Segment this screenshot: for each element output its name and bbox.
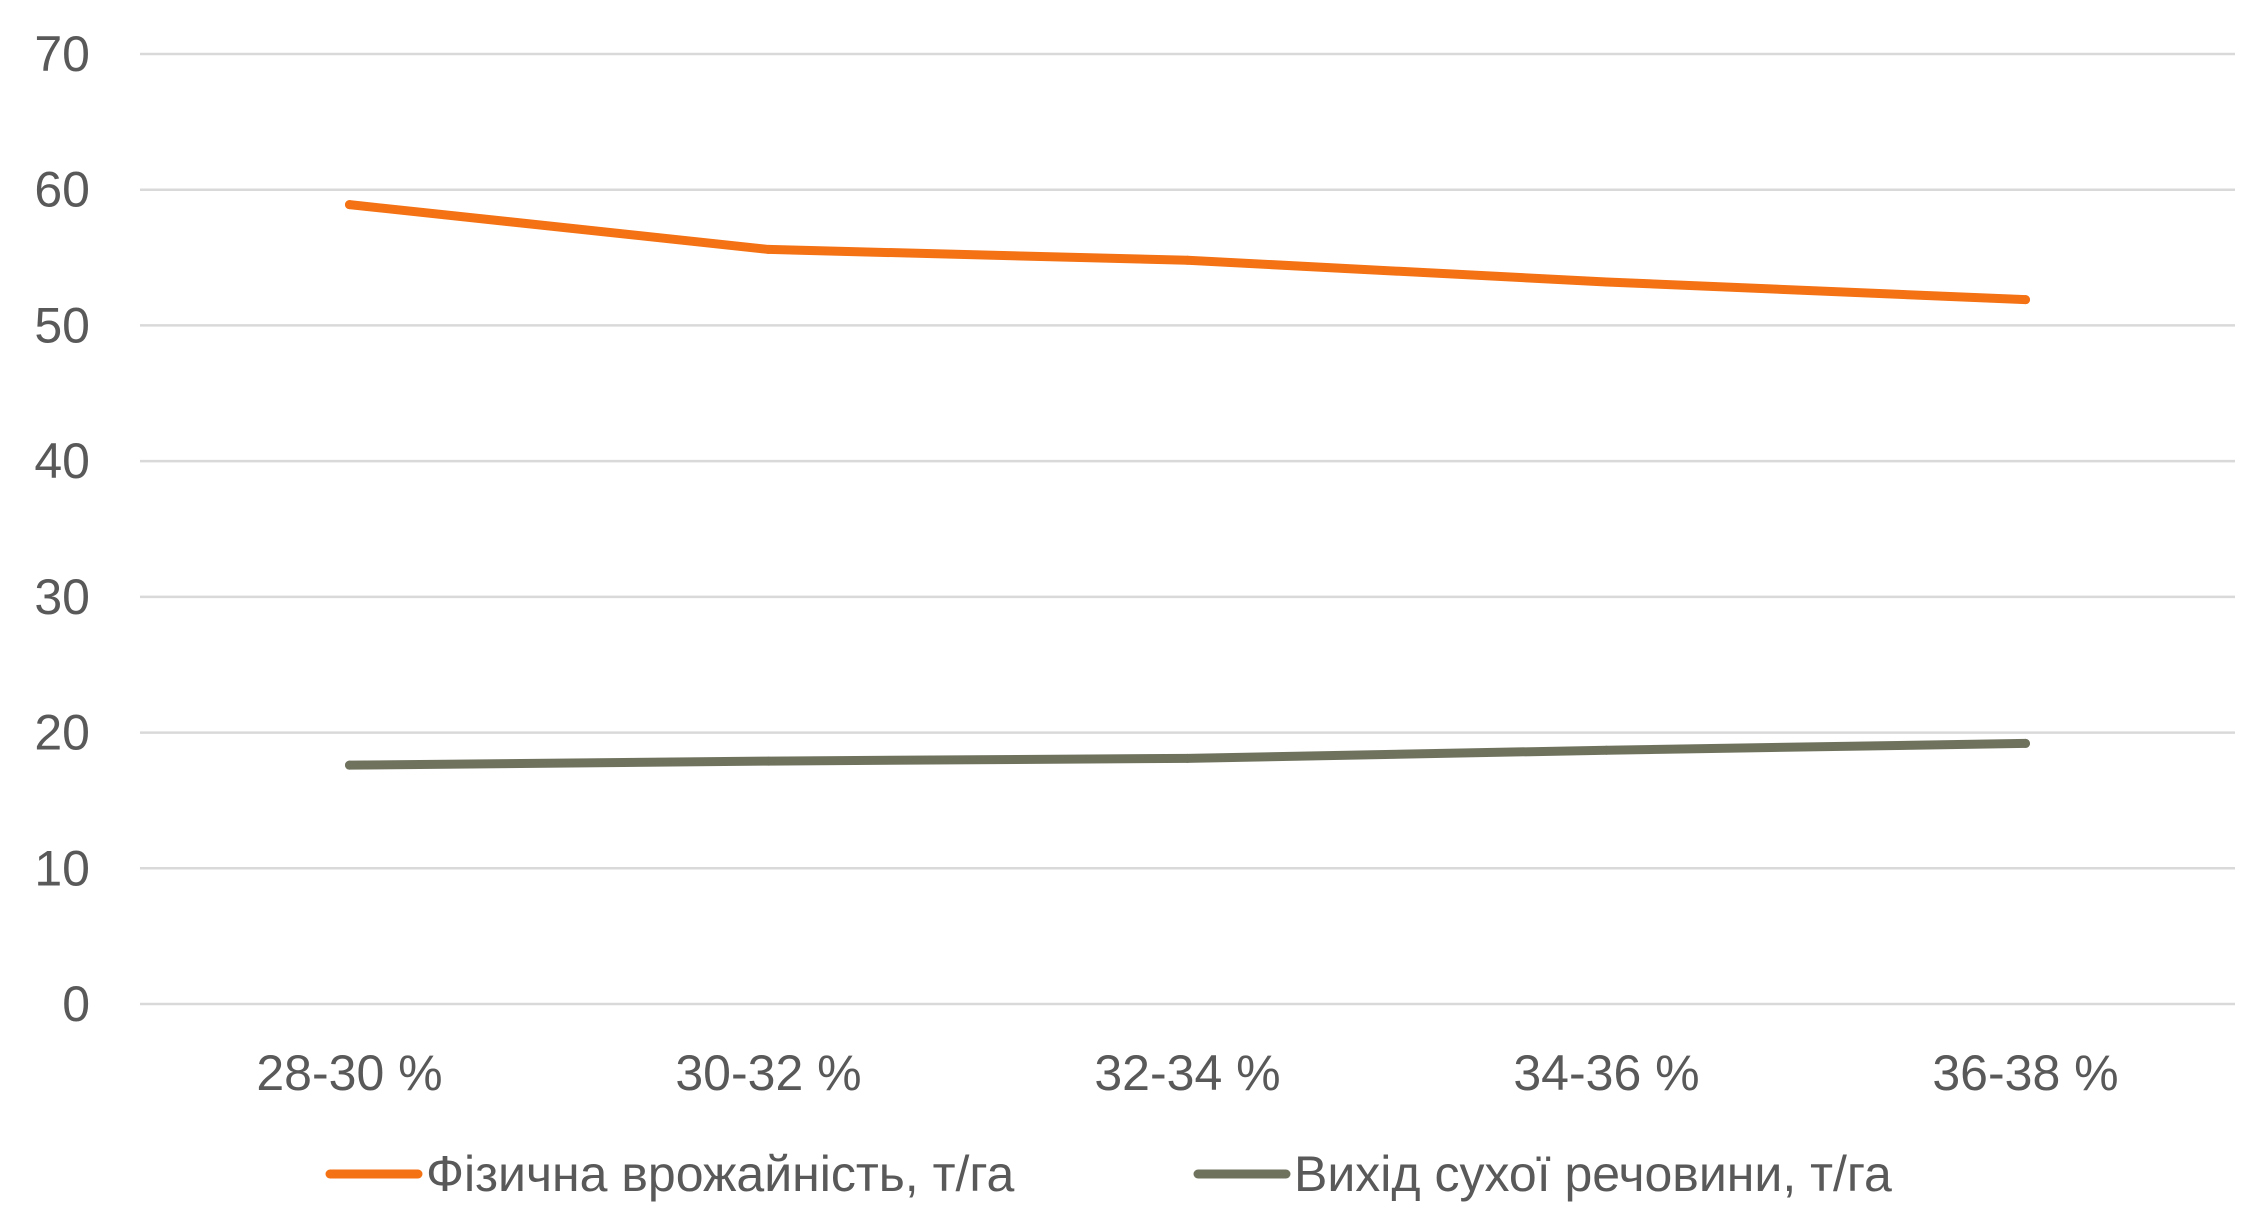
data-point xyxy=(345,760,354,770)
gridlines xyxy=(140,52,2235,1006)
y-tick-label: 10 xyxy=(34,840,90,896)
x-tick-label: 28-30 % xyxy=(256,1045,442,1101)
legend-label: Фізична врожайність, т/га xyxy=(426,1146,1015,1202)
legend-item-1: Фізична врожайність, т/га xyxy=(325,1146,1015,1202)
y-tick-label: 20 xyxy=(34,705,90,761)
series-line xyxy=(345,200,2030,305)
data-point xyxy=(345,200,354,210)
series-2 xyxy=(345,738,2030,770)
x-tick-label: 32-34 % xyxy=(1094,1045,1280,1101)
y-tick-label: 40 xyxy=(34,433,90,489)
y-axis-ticks: 0 10 20 30 40 50 60 70 xyxy=(34,26,90,1032)
data-point xyxy=(2021,295,2030,305)
data-point xyxy=(1183,255,1192,265)
data-point xyxy=(764,756,773,766)
x-tick-label: 36-38 % xyxy=(1932,1045,2118,1101)
data-point xyxy=(2021,738,2030,748)
series-lines xyxy=(345,200,2030,770)
data-point xyxy=(764,244,773,254)
series-1 xyxy=(345,200,2030,305)
data-point xyxy=(1602,745,1611,755)
x-axis-ticks: 28-30 % 30-32 % 32-34 % 34-36 % 36-38 % xyxy=(256,1045,2118,1101)
legend-item-2: Вихід сухої речовини, т/га xyxy=(1193,1146,1892,1202)
y-tick-label: 30 xyxy=(34,569,90,625)
legend-label: Вихід сухої речовини, т/га xyxy=(1294,1146,1892,1202)
y-tick-label: 60 xyxy=(34,162,90,218)
x-tick-label: 30-32 % xyxy=(675,1045,861,1101)
data-point xyxy=(1183,753,1192,763)
y-tick-label: 50 xyxy=(34,297,90,353)
x-tick-label: 34-36 % xyxy=(1513,1045,1699,1101)
y-tick-label: 70 xyxy=(34,26,90,82)
data-point xyxy=(1602,277,1611,287)
y-tick-label: 0 xyxy=(62,976,90,1032)
legend: Фізична врожайність, т/га Вихід сухої реч… xyxy=(325,1146,1892,1202)
